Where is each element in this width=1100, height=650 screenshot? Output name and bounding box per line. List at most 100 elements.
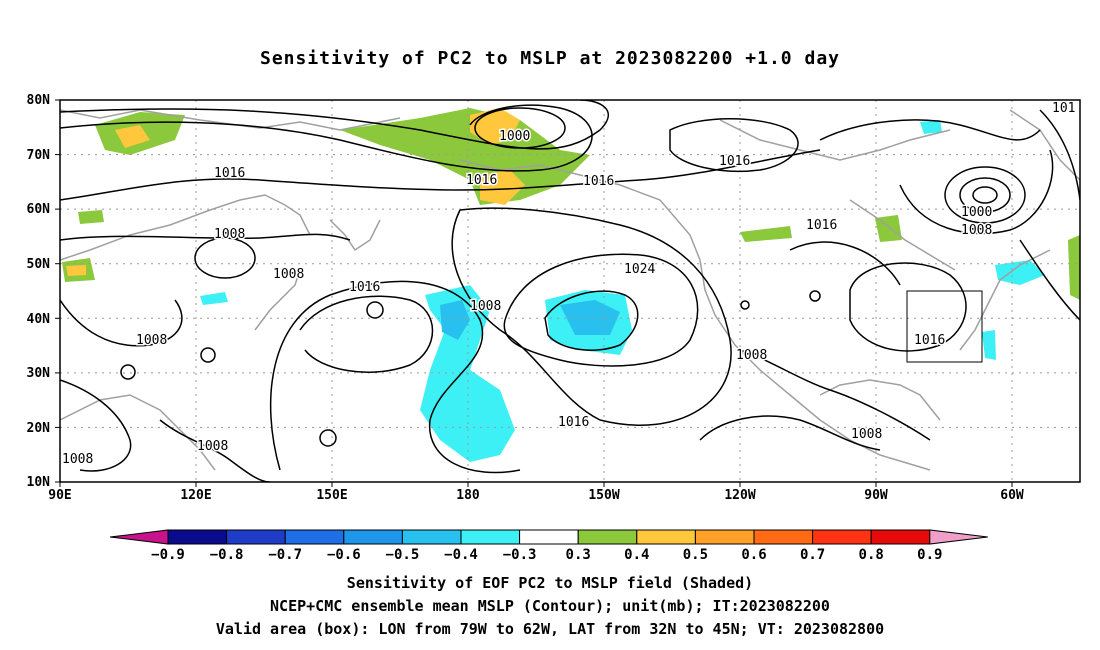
coastline-nw-america <box>699 259 931 471</box>
longitude-labels: 90E 120E 150E 180 150W 120W 90W 60W <box>48 488 1024 503</box>
contour-label: 1016 <box>583 174 614 189</box>
contour-label: 101 <box>1052 101 1075 116</box>
shade-positive-green <box>340 108 590 205</box>
shade-negative-blue <box>440 300 470 340</box>
isobar <box>819 119 1041 141</box>
isobar <box>319 429 337 447</box>
colorbar: −0.9 −0.8 −0.7 −0.6 −0.5 −0.4 −0.3 0.3 0.4 0.5 0.6… <box>109 529 988 563</box>
shade-positive-green <box>78 210 104 224</box>
contour-labels: 1000 1016 1016 1016 1016 1000 1008 1016 … <box>61 100 1077 469</box>
shade-negative-cyan <box>920 120 942 134</box>
map-plot-area: 1000 1016 1016 1016 1016 1000 1008 1016 … <box>60 100 1080 482</box>
colorbar-label: 0.6 <box>741 547 766 563</box>
coastline-hudson <box>849 199 956 271</box>
isobar <box>60 233 351 241</box>
colorbar-label: 0.3 <box>566 547 591 563</box>
lon-label: 150W <box>588 488 619 503</box>
colorbar-label: 0.7 <box>800 547 825 563</box>
lat-label: 20N <box>27 421 51 436</box>
colorbar-swatch <box>519 529 579 545</box>
lat-label: 70N <box>27 148 51 163</box>
contour-label: 1008 <box>136 333 167 348</box>
colorbar-label: −0.7 <box>268 547 302 563</box>
lon-label: 60W <box>1000 488 1024 503</box>
colorbar-swatch <box>343 529 403 545</box>
contour-label: 1008 <box>273 267 304 282</box>
coastline-japan <box>254 269 301 331</box>
colorbar-swatch <box>460 529 521 545</box>
colorbar-label: −0.6 <box>327 547 361 563</box>
lon-label: 90W <box>864 488 888 503</box>
coastline-kamchatka <box>329 219 381 252</box>
contour-label: 1000 <box>499 129 530 144</box>
colorbar-label: −0.8 <box>210 547 244 563</box>
isobar <box>809 290 821 302</box>
colorbar-swatch <box>577 529 638 545</box>
colorbar-swatch <box>812 529 872 545</box>
valid-area-box <box>906 290 983 363</box>
contour-label: 1016 <box>914 333 945 348</box>
colorbar-label: −0.4 <box>444 547 478 563</box>
isobar <box>159 419 271 482</box>
lat-lon-grid <box>60 100 1080 482</box>
isobar <box>60 379 132 472</box>
shade-positive-yellow <box>115 125 150 148</box>
lat-label: 40N <box>27 312 51 327</box>
colorbar-swatch <box>870 529 931 545</box>
shade-negative-blue <box>560 300 620 335</box>
coastline-east-america <box>959 249 1051 351</box>
coastline-canada-arctic <box>719 119 951 161</box>
coastlines <box>60 109 1080 471</box>
axis-ticks <box>55 99 1013 487</box>
contour-label: 1008 <box>214 227 245 242</box>
colorbar-swatch <box>167 529 228 545</box>
isobar <box>120 364 136 380</box>
lat-label: 10N <box>27 475 51 490</box>
shade-positive-yellow <box>66 265 86 276</box>
colorbar-low-end <box>109 529 169 545</box>
isobar <box>474 107 566 149</box>
isobar <box>60 104 593 172</box>
isobar <box>544 290 639 351</box>
coastline-mexico-gulf <box>819 379 941 421</box>
isobar <box>1039 109 1080 201</box>
colorbar-label: −0.3 <box>503 547 537 563</box>
isobar <box>200 347 216 363</box>
colorbar-label: −0.5 <box>386 547 420 563</box>
lon-label: 120W <box>724 488 755 503</box>
lon-label: 120E <box>180 488 211 503</box>
isobar <box>899 149 1054 235</box>
shade-positive-yellow <box>480 170 525 205</box>
caption-shading: Sensitivity of EOF PC2 to MSLP field (Sh… <box>346 574 754 592</box>
contour-label: 1000 <box>961 205 992 220</box>
contour-label: 1008 <box>197 439 228 454</box>
colorbar-swatch <box>226 529 286 545</box>
isobar <box>60 299 183 347</box>
colorbar-label: −0.9 <box>151 547 185 563</box>
contour-label: 1024 <box>624 262 655 277</box>
shade-positive-green <box>1068 235 1080 300</box>
isobar <box>669 118 799 173</box>
colorbar-label: 0.5 <box>683 547 708 563</box>
lon-label: 150E <box>316 488 347 503</box>
isobar <box>739 349 931 441</box>
shade-positive-green <box>740 226 792 242</box>
contour-label: 1016 <box>214 166 245 181</box>
coastline-asia-east <box>60 194 311 261</box>
isobar <box>503 253 699 367</box>
isobar <box>366 301 384 319</box>
colorbar-label: 0.9 <box>917 547 942 563</box>
colorbar-swatch <box>694 529 755 545</box>
latitude-labels: 80N 70N 60N 50N 40N 30N 20N 10N <box>27 93 51 490</box>
shaded-sensitivity <box>62 108 1080 462</box>
lat-label: 80N <box>27 93 51 108</box>
colorbar-swatch <box>401 529 462 545</box>
colorbar-label: 0.8 <box>859 547 884 563</box>
lat-label: 50N <box>27 257 51 272</box>
contour-label: 1008 <box>961 223 992 238</box>
mslp-contours <box>60 100 1080 482</box>
isobar <box>944 166 1026 224</box>
lat-label: 30N <box>27 366 51 381</box>
shade-negative-cyan <box>200 292 228 305</box>
